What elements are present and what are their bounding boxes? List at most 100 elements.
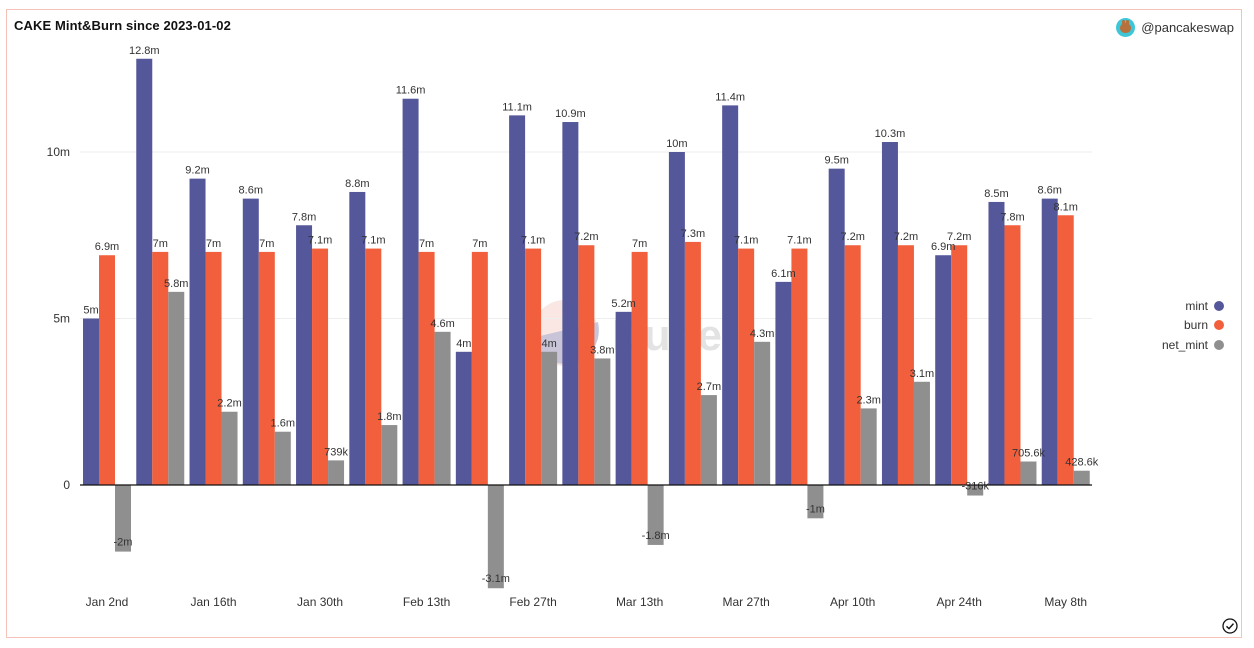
y-tick-label: 0 bbox=[63, 478, 70, 492]
bar-mint[interactable] bbox=[296, 225, 313, 485]
data-label-net_mint: 1.6m bbox=[271, 418, 295, 430]
bar-mint[interactable] bbox=[828, 168, 845, 485]
bar-net_mint[interactable] bbox=[594, 358, 611, 485]
bar-net_mint[interactable] bbox=[115, 485, 131, 552]
x-tick-label: Jan 16th bbox=[191, 595, 237, 609]
data-label-net_mint: 5.8m bbox=[164, 278, 188, 290]
bar-net_mint[interactable] bbox=[1073, 470, 1090, 485]
data-label-mint: 9.5m bbox=[824, 155, 848, 167]
data-label-mint: 5m bbox=[83, 305, 98, 317]
data-label-net_mint: 3.1m bbox=[910, 368, 934, 380]
bar-mint[interactable] bbox=[562, 122, 579, 485]
legend-item-mint[interactable]: mint bbox=[1162, 296, 1224, 316]
legend-label: mint bbox=[1185, 298, 1208, 313]
data-label-net_mint: 2.3m bbox=[856, 394, 880, 406]
data-label-burn: 7.2m bbox=[574, 231, 598, 243]
bar-burn[interactable] bbox=[738, 248, 755, 485]
bar-net_mint[interactable] bbox=[221, 411, 238, 485]
bar-burn[interactable] bbox=[1004, 225, 1021, 485]
bar-burn[interactable] bbox=[897, 245, 914, 485]
bar-burn[interactable] bbox=[525, 248, 542, 485]
data-label-mint: 7.8m bbox=[292, 211, 316, 223]
data-label-burn: 7.8m bbox=[1000, 211, 1024, 223]
bar-burn[interactable] bbox=[791, 248, 808, 485]
bar-mint[interactable] bbox=[136, 58, 153, 485]
bar-mint[interactable] bbox=[1041, 198, 1058, 485]
data-label-mint: 11.4m bbox=[715, 91, 745, 103]
data-label-net_mint: 739k bbox=[324, 446, 348, 458]
author-badge[interactable]: @pancakeswap bbox=[1116, 18, 1234, 37]
data-label-burn: 7.1m bbox=[361, 235, 385, 247]
bar-net_mint[interactable] bbox=[434, 331, 451, 485]
bar-burn[interactable] bbox=[631, 251, 648, 485]
bar-mint[interactable] bbox=[509, 115, 526, 486]
data-label-burn: 7m bbox=[206, 238, 221, 250]
bar-mint[interactable] bbox=[242, 198, 259, 485]
bar-net_mint[interactable] bbox=[381, 425, 398, 485]
bar-burn[interactable] bbox=[312, 248, 329, 485]
bar-burn[interactable] bbox=[258, 251, 275, 485]
bar-net_mint[interactable] bbox=[168, 291, 185, 485]
bar-burn[interactable] bbox=[1057, 215, 1074, 485]
data-label-mint: 12.8m bbox=[129, 45, 160, 57]
bar-burn[interactable] bbox=[205, 251, 222, 485]
x-tick-label: Jan 30th bbox=[297, 595, 343, 609]
bar-burn[interactable] bbox=[578, 245, 595, 485]
bar-mint[interactable] bbox=[668, 152, 685, 485]
bar-net_mint[interactable] bbox=[860, 408, 877, 485]
bar-burn[interactable] bbox=[152, 251, 169, 485]
bar-net_mint[interactable] bbox=[541, 351, 558, 485]
data-label-mint: 11.6m bbox=[396, 85, 426, 97]
data-label-net_mint: 4m bbox=[541, 338, 556, 350]
data-label-mint: 8.5m bbox=[984, 188, 1008, 200]
bar-burn[interactable] bbox=[418, 251, 435, 485]
data-label-burn: 7m bbox=[472, 238, 487, 250]
bar-mint[interactable] bbox=[615, 311, 632, 485]
bar-net_mint[interactable] bbox=[1020, 461, 1037, 485]
data-label-net_mint: 1.8m bbox=[377, 411, 401, 423]
bar-mint[interactable] bbox=[402, 98, 419, 485]
bar-net_mint[interactable] bbox=[754, 341, 771, 485]
check-circle-icon[interactable] bbox=[1222, 618, 1238, 634]
bar-burn[interactable] bbox=[99, 255, 115, 485]
bar-mint[interactable] bbox=[775, 281, 792, 485]
data-label-burn: 7.2m bbox=[894, 231, 918, 243]
bar-net_mint[interactable] bbox=[700, 395, 717, 485]
legend-item-burn[interactable]: burn bbox=[1162, 316, 1224, 336]
bar-mint[interactable] bbox=[189, 178, 206, 485]
data-label-net_mint: -316k bbox=[961, 481, 989, 493]
bar-mint[interactable] bbox=[722, 105, 739, 485]
x-tick-label: Apr 10th bbox=[830, 595, 875, 609]
author-name[interactable]: @pancakeswap bbox=[1141, 20, 1234, 35]
bar-net_mint[interactable] bbox=[328, 460, 345, 485]
data-label-burn: 7m bbox=[153, 238, 168, 250]
bar-net_mint[interactable] bbox=[487, 485, 504, 589]
bar-mint[interactable] bbox=[455, 351, 472, 485]
bar-burn[interactable] bbox=[844, 245, 861, 485]
data-label-burn: 7m bbox=[632, 238, 647, 250]
bar-net_mint[interactable] bbox=[647, 485, 664, 545]
bar-mint[interactable] bbox=[988, 201, 1005, 485]
data-label-burn: 7.1m bbox=[787, 235, 811, 247]
data-label-net_mint: -1m bbox=[806, 503, 825, 515]
data-label-net_mint: 2.2m bbox=[217, 398, 241, 410]
bar-net_mint[interactable] bbox=[967, 485, 984, 496]
bar-mint[interactable] bbox=[83, 318, 99, 486]
bar-mint[interactable] bbox=[349, 191, 366, 485]
y-tick-label: 5m bbox=[53, 312, 70, 326]
bar-burn[interactable] bbox=[684, 241, 701, 485]
bar-burn[interactable] bbox=[951, 245, 968, 485]
x-tick-label: Feb 13th bbox=[403, 595, 450, 609]
bar-net_mint[interactable] bbox=[913, 381, 930, 485]
bar-burn[interactable] bbox=[471, 251, 488, 485]
bar-net_mint[interactable] bbox=[807, 485, 824, 519]
bar-net_mint[interactable] bbox=[274, 431, 291, 485]
bar-mint[interactable] bbox=[935, 255, 952, 485]
pancakeswap-bunny-avatar-icon bbox=[1116, 18, 1136, 37]
bar-mint[interactable] bbox=[881, 142, 898, 485]
legend-item-net_mint[interactable]: net_mint bbox=[1162, 335, 1224, 355]
x-tick-label: Apr 24th bbox=[937, 595, 982, 609]
bar-burn[interactable] bbox=[365, 248, 382, 485]
data-label-net_mint: -1.8m bbox=[642, 530, 670, 542]
